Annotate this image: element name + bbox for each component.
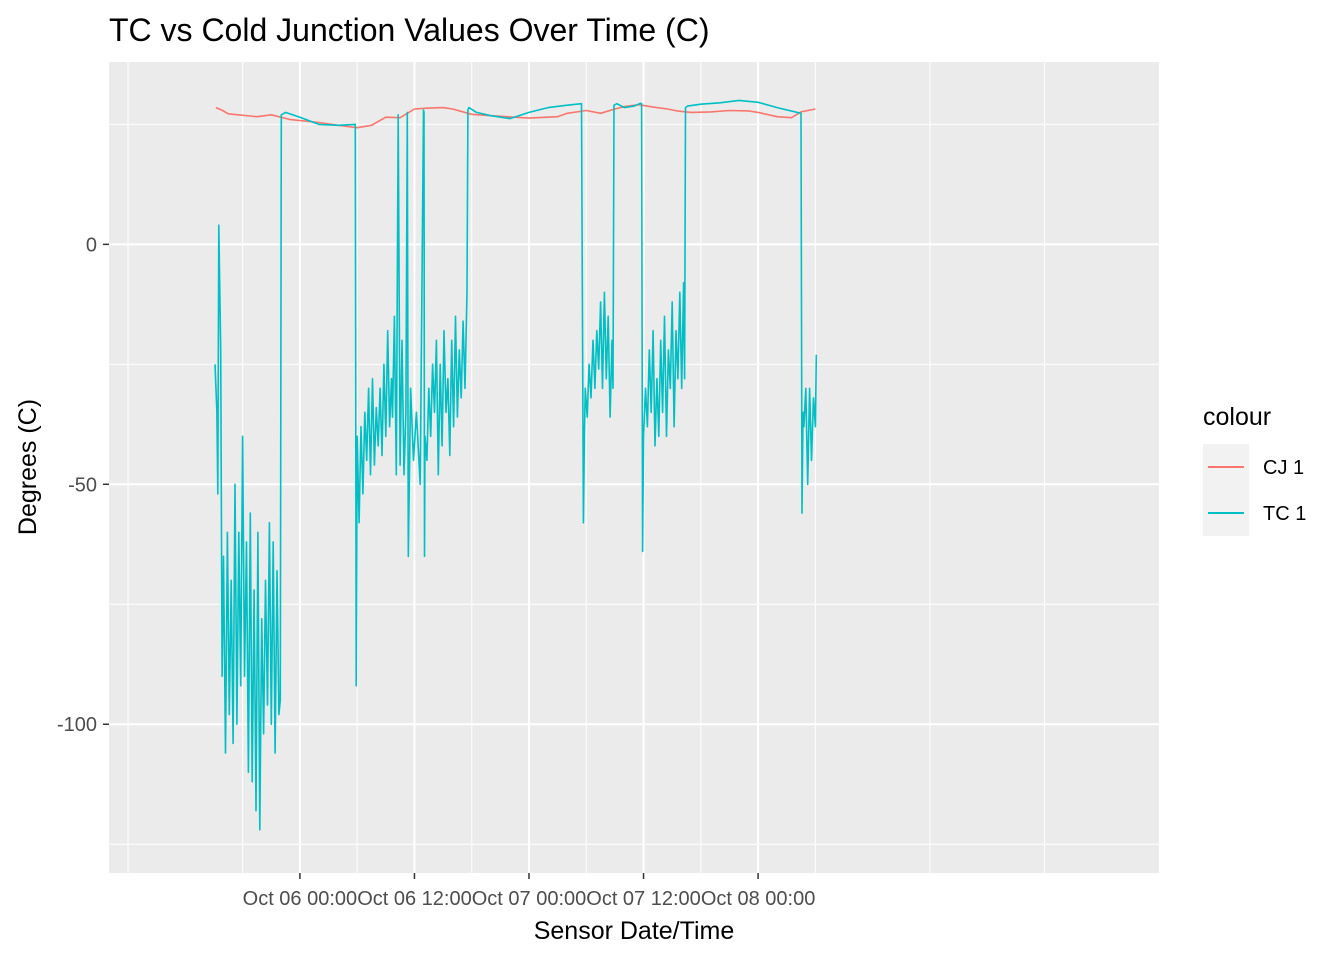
legend-item-cj-1: CJ 1 <box>1203 444 1304 490</box>
y-tick-label: 0 <box>86 234 97 256</box>
y-tick-label: -100 <box>57 714 97 736</box>
x-axis-title: Sensor Date/Time <box>534 917 735 945</box>
plot-panel <box>109 62 1159 873</box>
x-tick-label: Oct 06 12:00 <box>357 888 472 910</box>
x-tick-label: Oct 06 00:00 <box>243 888 358 910</box>
grid-minor <box>109 62 1159 873</box>
series-line-cj-1 <box>215 103 816 129</box>
legend-title: colour <box>1203 403 1271 431</box>
series-line-tc-1 <box>214 99 818 831</box>
legend-label: TC 1 <box>1263 503 1306 525</box>
series-layer <box>214 99 818 831</box>
x-tick-label: Oct 08 00:00 <box>701 888 816 910</box>
y-axis-title: Degrees (C) <box>14 399 42 535</box>
x-tick-label: Oct 07 12:00 <box>586 888 701 910</box>
y-tick-label: -50 <box>68 474 97 496</box>
legend-item-tc-1: TC 1 <box>1203 490 1306 536</box>
x-axis-ticks: Oct 06 00:00 Oct 06 12:00 Oct 07 00:00 Oct … <box>243 873 816 910</box>
x-tick-label: Oct 07 00:00 <box>472 888 587 910</box>
legend: colour CJ 1 TC 1 <box>1203 403 1306 536</box>
y-axis-ticks: 0 -50 -100 <box>57 234 109 736</box>
chart-title: TC vs Cold Junction Values Over Time (C) <box>109 12 709 48</box>
legend-label: CJ 1 <box>1263 457 1304 479</box>
